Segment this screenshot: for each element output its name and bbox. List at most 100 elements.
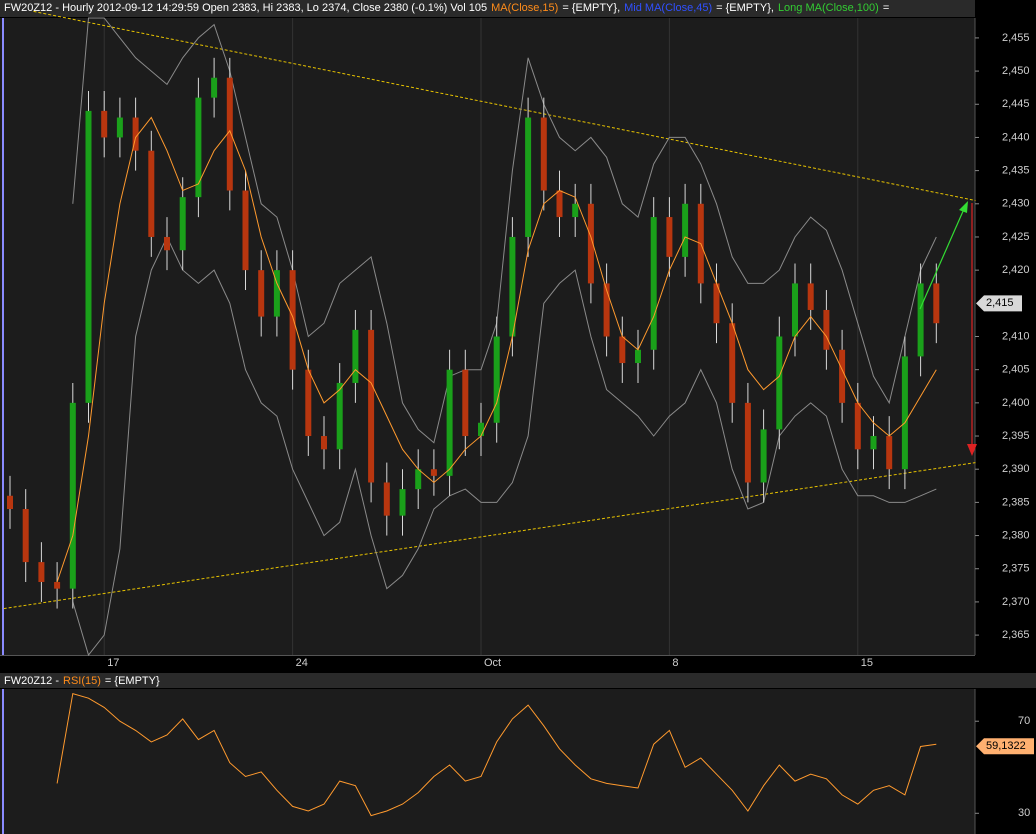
y-tick-label: 2,375 — [1002, 563, 1030, 575]
candle-body — [242, 190, 249, 271]
candle-body — [823, 309, 830, 350]
candle-body — [226, 77, 233, 191]
candle-body — [415, 469, 422, 490]
header-text: FW20Z12 - Hourly 2012-09-12 14:29:59 Ope… — [4, 2, 889, 14]
ma-line — [56, 116, 937, 583]
candle-body — [38, 562, 45, 583]
y-tick-label: 2,445 — [1002, 98, 1030, 110]
x-tick-label: Oct — [484, 657, 501, 669]
last-value-box — [976, 738, 1034, 755]
candle-body — [556, 190, 563, 218]
candle-body — [446, 369, 453, 476]
candle-body — [666, 217, 673, 257]
candle-body — [619, 336, 626, 364]
candle-body — [54, 582, 61, 589]
last-price-box — [976, 295, 1022, 312]
y-tick-label: 2,370 — [1002, 596, 1030, 608]
candle-body — [917, 283, 924, 357]
candle-body — [525, 117, 532, 237]
band-lower — [72, 235, 937, 657]
y-tick-label: 2,425 — [1002, 231, 1030, 243]
header-part: = — [883, 2, 889, 14]
candle-body — [195, 97, 202, 198]
candle-body — [901, 356, 908, 470]
header-part: RSI(15) — [63, 675, 101, 687]
candle-body — [870, 436, 877, 450]
candle-body — [368, 329, 375, 483]
candle-body — [650, 217, 657, 350]
candle-body — [540, 117, 547, 191]
candle-body — [179, 197, 186, 251]
candle-body — [69, 402, 76, 589]
candle-body — [682, 203, 689, 257]
header-part: FW20Z12 - Hourly 2012-09-12 14:29:59 Ope… — [4, 2, 487, 14]
y-tick-label: 2,395 — [1002, 430, 1030, 442]
trendline — [33, 10, 976, 201]
header-part: Long MA(Close,100) — [778, 2, 879, 14]
x-tick-label: 8 — [672, 657, 678, 669]
up-arrow — [919, 208, 965, 310]
candle-body — [116, 117, 123, 138]
candle-body — [587, 203, 594, 284]
candle-body — [807, 283, 814, 310]
y-tick-label: 2,435 — [1002, 165, 1030, 177]
up-arrow-head — [959, 201, 968, 213]
candle-body — [430, 469, 437, 476]
down-arrow-head — [967, 444, 977, 456]
rsi-line — [56, 692, 937, 817]
candle-body — [493, 336, 500, 423]
candle-body — [776, 336, 783, 430]
y-tick-label: 2,450 — [1002, 65, 1030, 77]
candle-body — [22, 509, 29, 563]
header-part: Mid MA(Close,45) — [624, 2, 712, 14]
last-price-label: 2,415 — [986, 297, 1014, 309]
y-tick-label: 2,410 — [1002, 330, 1030, 342]
candle-body — [509, 236, 516, 337]
price-pane — [0, 18, 975, 655]
y-tick-label: 2,385 — [1002, 496, 1030, 508]
header-text: FW20Z12 - RSI(15) = {EMPTY} — [4, 675, 160, 687]
candle-body — [383, 482, 390, 516]
candle-body — [305, 369, 312, 437]
x-tick-label: 17 — [107, 657, 119, 669]
trendline — [3, 462, 976, 610]
candle-body — [352, 329, 359, 383]
candle-body — [85, 110, 92, 403]
candle-body — [933, 283, 940, 324]
last-value-label: 59,1322 — [986, 740, 1026, 752]
candle-body — [289, 270, 296, 370]
candle-body — [273, 270, 280, 317]
y-tick-label: 2,430 — [1002, 198, 1030, 210]
candle-body — [462, 369, 469, 437]
header-part: = {EMPTY}, — [562, 2, 620, 14]
candle-body — [132, 117, 139, 151]
candle-body — [478, 422, 484, 437]
candle-body — [211, 77, 218, 98]
candle-body — [713, 283, 720, 324]
candle-body — [101, 110, 108, 138]
y-tick-label: 2,380 — [1002, 529, 1030, 541]
x-tick-label: 24 — [296, 657, 308, 669]
candle-body — [792, 283, 798, 337]
x-tick-label: 15 — [861, 657, 873, 669]
y-tick-label: 2,400 — [1002, 397, 1030, 409]
header-bar — [0, 0, 975, 17]
rsi-header-bar — [0, 673, 1036, 688]
header-part: = {EMPTY} — [105, 675, 160, 687]
y-tick-label: 2,455 — [1002, 32, 1030, 44]
header-part: FW20Z12 - — [4, 675, 59, 687]
y-tick-label: 2,390 — [1002, 463, 1030, 475]
plot-layer: FW20Z12 - Hourly 2012-09-12 14:29:59 Ope… — [3, 2, 1034, 819]
y-tick-label: 2,440 — [1002, 131, 1030, 143]
candle-body — [164, 236, 170, 251]
header-part: MA(Close,15) — [491, 2, 558, 14]
candle-body — [635, 349, 641, 364]
y-tick-label: 30 — [1018, 807, 1030, 819]
candle-body — [336, 382, 343, 450]
candle-body — [839, 349, 846, 403]
candle-body — [729, 323, 736, 403]
band-upper — [72, 17, 937, 444]
candle-body — [148, 150, 155, 237]
